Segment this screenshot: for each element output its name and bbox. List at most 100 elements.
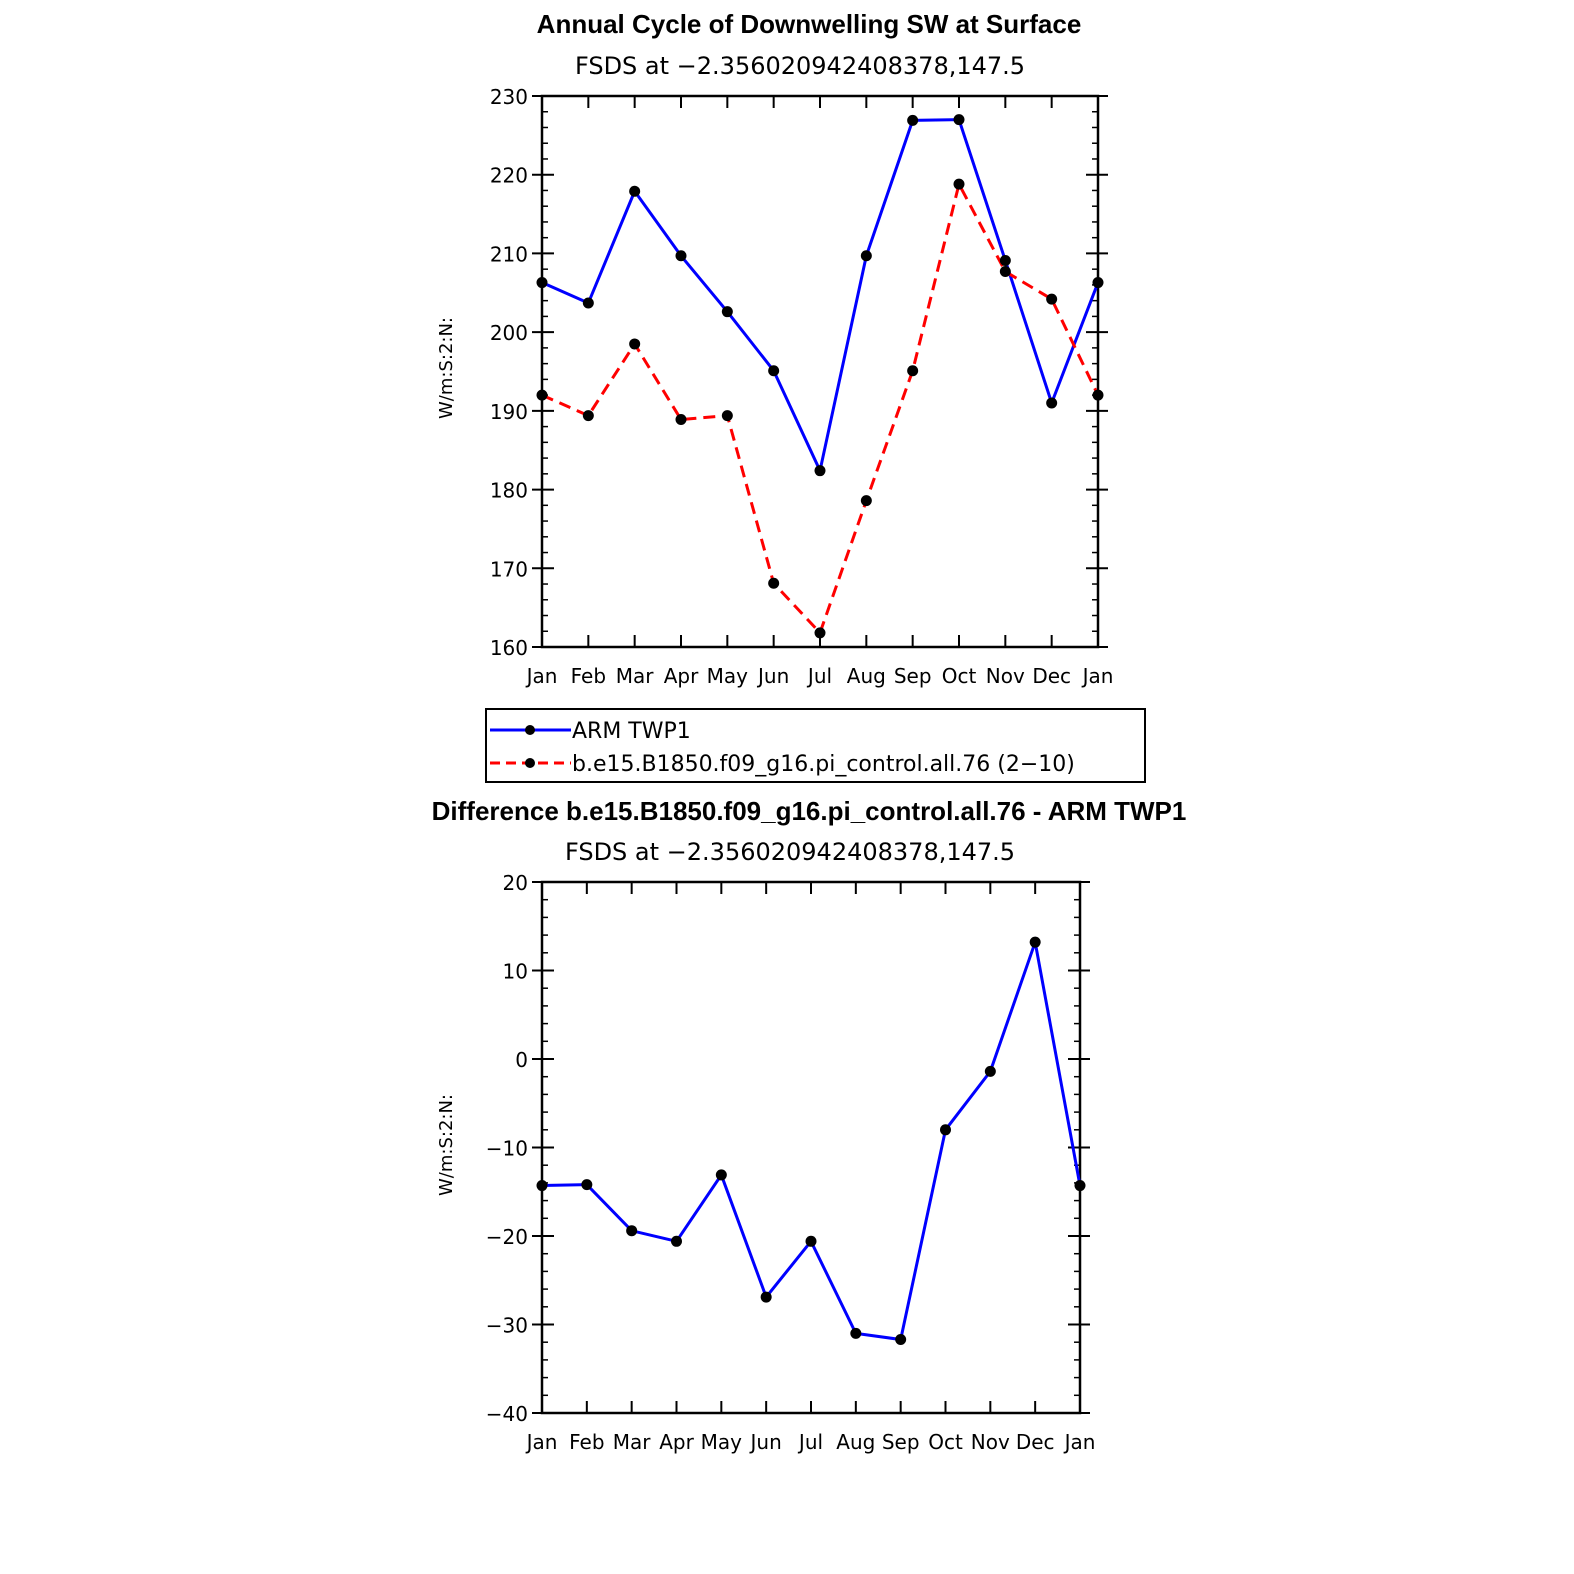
top-series-1-point	[953, 178, 965, 190]
top-y-tick-label: 180	[490, 479, 528, 503]
bottom-x-tick-label: Feb	[569, 1430, 604, 1454]
top-y-tick-label: 210	[490, 242, 528, 266]
bottom-x-tick-label: Oct	[928, 1430, 963, 1454]
top-series-0-point	[953, 114, 965, 126]
bottom-series-0-point	[536, 1180, 548, 1192]
top-series-0-point	[721, 306, 733, 318]
bottom-y-tick-label: −20	[486, 1225, 528, 1249]
bottom-y-tick-label: −40	[486, 1402, 528, 1426]
top-y-tick-label: 230	[490, 85, 528, 109]
bottom-x-tick-label: Jan	[525, 1430, 558, 1454]
bottom-y-tick-label: 20	[503, 871, 528, 895]
bottom-plot-frame	[540, 880, 1082, 1415]
bottom-chart-title: Difference b.e15.B1850.f09_g16.pi_contro…	[432, 796, 1187, 826]
top-chart-title: Annual Cycle of Downwelling SW at Surfac…	[537, 9, 1082, 39]
legend-label-arm-twp1: ARM TWP1	[572, 719, 691, 744]
bottom-x-tick-label: Aug	[836, 1430, 875, 1454]
bottom-series-0-point	[1074, 1180, 1086, 1192]
top-series-1-point	[907, 365, 919, 377]
top-y-tick-label: 200	[490, 321, 528, 345]
bottom-y-tick-label: 0	[515, 1048, 528, 1072]
top-series-1-point	[582, 410, 594, 422]
bottom-series-0-point	[1029, 936, 1041, 948]
top-series-1-point	[629, 338, 641, 350]
top-series-0-point	[814, 465, 826, 477]
top-series-0-point	[999, 255, 1011, 267]
bottom-y-tick-label: 10	[503, 960, 528, 984]
top-y-tick-label: 190	[490, 400, 528, 424]
top-x-tick-label: Feb	[571, 664, 606, 688]
bottom-series-0-point	[984, 1065, 996, 1077]
top-series-1-point	[721, 410, 733, 422]
top-x-tick-label: Aug	[847, 664, 886, 688]
bottom-chart-plot: Jan Feb Mar Apr May Jun Jul Aug Sep Oct Nov Dec Jan −…	[486, 871, 1096, 1454]
legend-box	[485, 708, 1146, 783]
bottom-chart-y-axis-label: W/m:S:2:N:	[436, 1094, 457, 1196]
bottom-series-0-point	[940, 1124, 951, 1136]
bottom-series-0-point	[671, 1235, 682, 1247]
top-series-1-point	[860, 495, 872, 507]
top-x-tick-label: Oct	[942, 664, 977, 688]
bottom-series-0-point	[581, 1179, 593, 1191]
top-chart-subtitle: FSDS at −2.356020942408378,147.5	[575, 52, 1025, 80]
top-series-1-point	[536, 389, 548, 401]
top-series-0-point	[536, 277, 548, 289]
top-series-0-point	[582, 297, 594, 309]
top-series-0-point	[1092, 277, 1104, 289]
legend: ARM TWP1 b.e15.B1850.f09_g16.pi_control.…	[485, 708, 1146, 783]
bottom-x-tick-label: Apr	[659, 1430, 694, 1454]
top-series-1-point	[768, 577, 780, 589]
legend-marker-arm-twp1	[525, 725, 535, 735]
top-x-tick-label: Sep	[894, 664, 932, 688]
top-x-tick-label: May	[707, 664, 749, 688]
top-series-1-point	[675, 414, 687, 426]
top-series-1-point	[999, 266, 1011, 278]
top-x-tick-label: Jul	[806, 664, 832, 688]
bottom-y-tick-label: −10	[486, 1137, 528, 1161]
legend-marker-model	[525, 758, 535, 768]
bottom-x-tick-label: May	[701, 1430, 743, 1454]
bottom-x-tick-label: Nov	[971, 1430, 1010, 1454]
top-series-1-point	[1046, 293, 1058, 305]
top-chart-y-axis-label: W/m:S:2:N:	[436, 317, 457, 419]
bottom-series-0-point	[850, 1327, 862, 1339]
top-series-0-point	[860, 250, 872, 262]
top-x-tick-label: Jun	[756, 664, 789, 688]
top-series-1-point	[814, 627, 826, 639]
legend-label-model: b.e15.B1850.f09_g16.pi_control.all.76 (2…	[572, 752, 1075, 777]
top-series-0-point	[629, 185, 641, 197]
top-series-line-0	[541, 118, 1100, 476]
top-series-1-point	[1092, 389, 1104, 401]
bottom-series-0-point	[626, 1225, 638, 1237]
top-series-0-point	[907, 114, 919, 126]
top-y-tick-label: 220	[490, 164, 528, 188]
top-x-tick-label: Dec	[1032, 664, 1071, 688]
top-plot-frame	[540, 94, 1100, 649]
top-series-line-1	[541, 179, 1100, 636]
bottom-series-line-0	[541, 936, 1082, 1342]
top-series-0-point	[675, 250, 687, 262]
bottom-y-tick-label: −30	[486, 1314, 528, 1338]
bottom-x-tick-label: Mar	[613, 1430, 652, 1454]
bottom-series-0-point	[760, 1291, 772, 1303]
top-chart-plot: Jan Feb Mar Apr May Jun Jul Aug Sep Oct Nov Dec Jan 1…	[490, 85, 1114, 688]
top-x-tick-label: Mar	[616, 664, 655, 688]
bottom-series-0-point	[715, 1169, 727, 1181]
bottom-x-tick-label: Dec	[1016, 1430, 1055, 1454]
bottom-x-tick-label: Jan	[1063, 1430, 1096, 1454]
bottom-x-tick-label: Sep	[882, 1430, 920, 1454]
bottom-series-0-point	[895, 1334, 907, 1346]
top-x-tick-label: Nov	[986, 664, 1025, 688]
top-x-tick-label: Jan	[525, 664, 558, 688]
top-y-tick-label: 160	[490, 636, 528, 660]
top-series-0-point	[768, 365, 780, 377]
bottom-x-tick-label: Jul	[797, 1430, 823, 1454]
bottom-series-0-point	[805, 1235, 817, 1247]
bottom-chart-subtitle: FSDS at −2.356020942408378,147.5	[565, 838, 1015, 866]
top-x-tick-label: Jan	[1081, 664, 1114, 688]
top-y-tick-label: 170	[490, 557, 528, 581]
top-series-0-point	[1046, 397, 1058, 409]
bottom-x-tick-label: Jun	[749, 1430, 782, 1454]
top-x-tick-label: Apr	[664, 664, 699, 688]
